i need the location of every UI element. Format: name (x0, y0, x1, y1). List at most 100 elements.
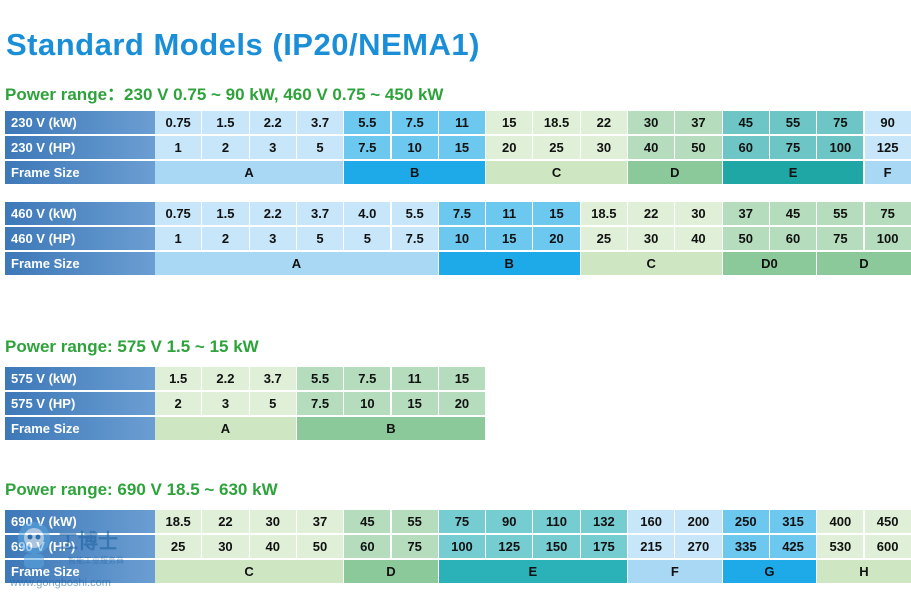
row-header: 690 V (HP) (5, 535, 155, 558)
frame-size-cell: C (580, 252, 723, 275)
frame-size-cell: B (438, 252, 581, 275)
value-cell: 30 (675, 202, 723, 225)
value-cell: 30 (249, 510, 297, 533)
value-cell: 7.5 (391, 227, 439, 250)
value-cell: 5.5 (296, 367, 345, 390)
frame-size-row: Frame Size A B C D0 D (5, 252, 911, 275)
value-cell: 22 (580, 111, 628, 134)
value-cell: 37 (675, 111, 723, 134)
frame-size-cell: C (155, 560, 345, 583)
value-cell: 3.7 (296, 111, 345, 134)
value-cell: 2.2 (202, 367, 250, 390)
value-cell: 1.5 (202, 202, 250, 225)
value-cell: 125 (486, 535, 534, 558)
value-cell: 3 (202, 392, 250, 415)
frame-size-cell: A (155, 252, 439, 275)
frame-size-header: Frame Size (5, 161, 155, 184)
value-cell: 3.7 (249, 367, 297, 390)
value-cell: 5 (249, 392, 297, 415)
value-cell: 75 (769, 136, 818, 159)
value-cell: 40 (249, 535, 297, 558)
table-row: 460 V (HP) 1 2 3 5 5 7.5 10 15 20 25 30 40 50 60 75 100 (5, 227, 911, 250)
value-cell: 150 (533, 535, 581, 558)
page-title: Standard Models (IP20/NEMA1) (6, 27, 480, 62)
value-cell: 30 (580, 136, 628, 159)
row-header: 460 V (HP) (5, 227, 155, 250)
value-cell: 15 (486, 227, 534, 250)
value-cell: 2 (155, 392, 203, 415)
row-header: 575 V (kW) (5, 367, 155, 390)
frame-size-cell: C (486, 161, 628, 184)
table-row: 575 V (kW) 1.5 2.2 3.7 5.5 7.5 11 15 (5, 367, 487, 390)
value-cell: 0.75 (155, 202, 203, 225)
frame-size-cell: B (344, 161, 487, 184)
value-cell: 1 (155, 136, 203, 159)
frame-size-header: Frame Size (5, 417, 155, 440)
value-cell: 15 (438, 136, 487, 159)
value-cell: 10 (391, 136, 439, 159)
frame-size-cell: F (628, 560, 723, 583)
value-cell: 18.5 (533, 111, 581, 134)
value-cell: 55 (769, 111, 818, 134)
value-cell: 25 (155, 535, 203, 558)
frame-size-cell: B (296, 417, 487, 440)
frame-size-row: Frame Size A B C D E F (5, 161, 911, 184)
section-subtitle-690: Power range: 690 V 18.5 ~ 630 kW (5, 480, 278, 499)
value-cell: 100 (864, 227, 911, 250)
value-cell: 530 (817, 535, 865, 558)
value-cell: 270 (675, 535, 723, 558)
value-cell: 15 (533, 202, 581, 225)
frame-size-cell: A (155, 161, 345, 184)
value-cell: 7.5 (438, 202, 487, 225)
spec-table-690v: 690 V (kW) 18.5 22 30 37 45 55 75 90 110 132 160 200… (5, 510, 911, 585)
value-cell: 215 (628, 535, 676, 558)
value-cell: 75 (864, 202, 911, 225)
spec-table-575v: 575 V (kW) 1.5 2.2 3.7 5.5 7.5 11 15 575 V (HP) 2… (5, 367, 487, 442)
value-cell: 5.5 (391, 202, 439, 225)
value-cell: 400 (817, 510, 865, 533)
value-cell: 45 (722, 111, 770, 134)
row-header: 575 V (HP) (5, 392, 155, 415)
value-cell: 25 (580, 227, 628, 250)
value-cell: 100 (817, 136, 865, 159)
value-cell: 20 (533, 227, 581, 250)
frame-size-header: Frame Size (5, 252, 155, 275)
value-cell: 315 (769, 510, 818, 533)
row-header: 460 V (kW) (5, 202, 155, 225)
value-cell: 110 (533, 510, 581, 533)
value-cell: 7.5 (391, 111, 439, 134)
section-subtitle-230-460: Power range：230 V 0.75 ~ 90 kW, 460 V 0.… (5, 85, 444, 104)
value-cell: 5.5 (344, 111, 392, 134)
table-row: 460 V (kW) 0.75 1.5 2.2 3.7 4.0 5.5 7.5 11 15 18.5… (5, 202, 911, 225)
value-cell: 40 (675, 227, 723, 250)
value-cell: 160 (628, 510, 676, 533)
frame-size-row: Frame Size A B (5, 417, 487, 440)
value-cell: 30 (628, 111, 676, 134)
table-row: 230 V (HP) 1 2 3 5 7.5 10 15 20 25 30 40 50 60 75 100 12… (5, 136, 911, 159)
value-cell: 20 (438, 392, 487, 415)
table-row: 230 V (kW) 0.75 1.5 2.2 3.7 5.5 7.5 11 15 18.5 22 3… (5, 111, 911, 134)
value-cell: 37 (296, 510, 345, 533)
value-cell: 3 (249, 136, 297, 159)
value-cell: 20 (486, 136, 534, 159)
value-cell: 7.5 (296, 392, 345, 415)
value-cell: 200 (675, 510, 723, 533)
value-cell: 175 (580, 535, 628, 558)
value-cell: 50 (722, 227, 770, 250)
value-cell: 22 (202, 510, 250, 533)
value-cell: 5 (344, 227, 392, 250)
value-cell: 425 (769, 535, 818, 558)
value-cell: 1 (155, 227, 203, 250)
value-cell: 45 (344, 510, 392, 533)
value-cell: 55 (817, 202, 865, 225)
value-cell: 125 (864, 136, 911, 159)
value-cell: 132 (580, 510, 628, 533)
value-cell: 2 (202, 136, 250, 159)
value-cell: 5 (296, 136, 345, 159)
value-cell: 2 (202, 227, 250, 250)
frame-size-cell: E (438, 560, 628, 583)
value-cell: 50 (296, 535, 345, 558)
value-cell: 335 (722, 535, 770, 558)
spec-table-230v: 230 V (kW) 0.75 1.5 2.2 3.7 5.5 7.5 11 15 18.5 22 3… (5, 111, 911, 186)
value-cell: 15 (391, 392, 439, 415)
